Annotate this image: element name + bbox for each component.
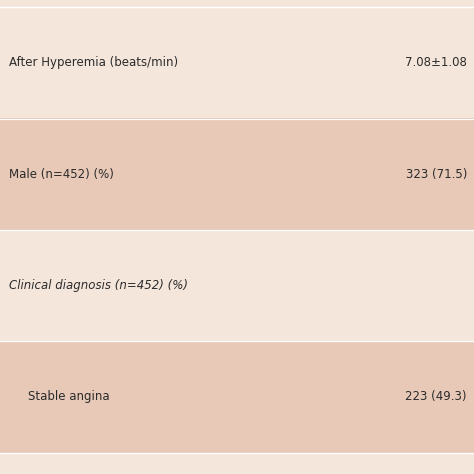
Text: 7.08±1.08: 7.08±1.08 (405, 56, 467, 69)
Bar (0, 341, 474, 453)
Bar (0, 118, 474, 230)
Text: Clinical diagnosis (n=452) (%): Clinical diagnosis (n=452) (%) (9, 279, 188, 292)
Text: Stable angina: Stable angina (28, 391, 110, 403)
Text: After Hyperemia (beats/min): After Hyperemia (beats/min) (9, 56, 178, 69)
Text: 223 (49.3): 223 (49.3) (405, 391, 467, 403)
Text: 323 (71.5): 323 (71.5) (406, 168, 467, 181)
Text: Male (n=452) (%): Male (n=452) (%) (9, 168, 113, 181)
